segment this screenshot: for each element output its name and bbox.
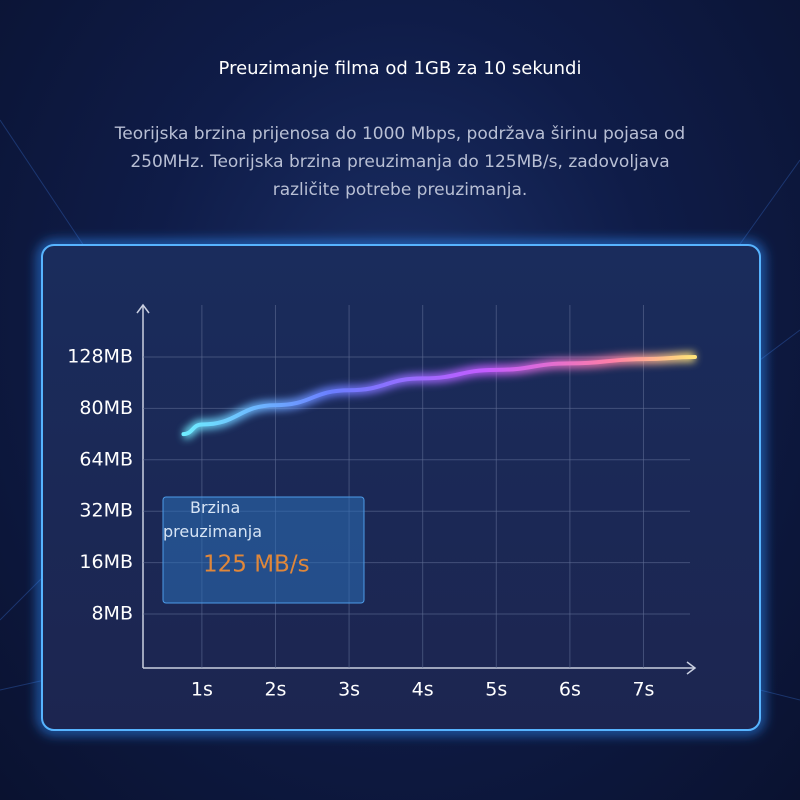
y-axis-arrow: [136, 303, 150, 314]
annotation-value: 125 MB/s: [203, 552, 310, 578]
y-tick-label: 32MB: [79, 500, 133, 522]
y-tick-label: 80MB: [79, 397, 133, 419]
y-tick-label: 8MB: [91, 603, 133, 625]
annotation-label: Brzina preuzimanja: [163, 498, 262, 541]
y-tick-label: 128MB: [67, 346, 133, 368]
y-tick-label: 64MB: [79, 448, 133, 470]
y-tick-label: 16MB: [79, 551, 133, 573]
x-tick-label: 2s: [264, 679, 286, 701]
x-tick-label: 4s: [412, 679, 434, 701]
x-axis-arrow: [686, 661, 697, 675]
x-tick-label: 6s: [559, 679, 581, 701]
x-tick-label: 1s: [191, 679, 213, 701]
card: [41, 244, 761, 731]
title: Preuzimanje filma od 1GB za 10 sekundi: [218, 58, 582, 79]
x-tick-label: 5s: [485, 679, 507, 701]
x-tick-label: 3s: [338, 679, 360, 701]
x-tick-label: 7s: [632, 679, 654, 701]
line: [181, 355, 697, 437]
annotation-box: [162, 496, 365, 604]
subtitle: Teorijska brzina prijenosa do 1000 Mbps,…: [114, 124, 686, 200]
marks: [181, 352, 697, 440]
